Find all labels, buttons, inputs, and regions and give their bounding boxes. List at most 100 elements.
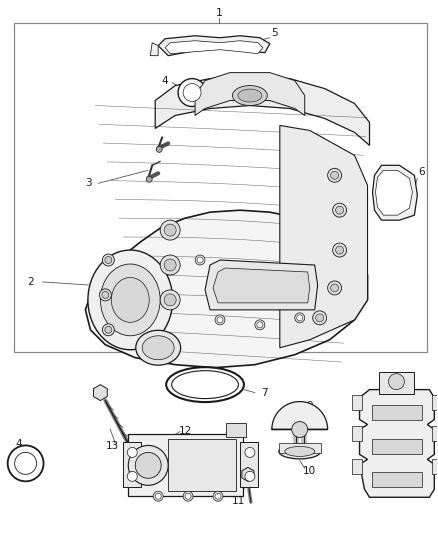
Text: 12: 12 (178, 426, 192, 437)
Ellipse shape (111, 278, 149, 322)
Circle shape (313, 311, 327, 325)
Circle shape (213, 491, 223, 501)
Polygon shape (165, 41, 263, 54)
Polygon shape (432, 426, 438, 441)
Circle shape (128, 446, 168, 486)
Circle shape (127, 471, 137, 481)
Circle shape (331, 284, 339, 292)
Polygon shape (158, 36, 270, 55)
Ellipse shape (172, 370, 238, 399)
Polygon shape (371, 439, 422, 455)
Circle shape (164, 259, 176, 271)
Bar (14, 23, 427, 352)
Text: 4: 4 (15, 439, 22, 449)
Polygon shape (195, 72, 305, 116)
Circle shape (336, 246, 343, 254)
Polygon shape (432, 459, 438, 474)
Text: 11: 11 (231, 496, 244, 506)
Circle shape (185, 493, 191, 499)
Bar (379, 372, 414, 393)
Circle shape (135, 453, 161, 478)
Polygon shape (371, 405, 422, 419)
Circle shape (255, 320, 265, 330)
Circle shape (160, 290, 180, 310)
Bar (226, 423, 246, 438)
Ellipse shape (136, 330, 180, 365)
Circle shape (146, 176, 152, 182)
Text: 5: 5 (272, 28, 278, 38)
Circle shape (127, 447, 137, 457)
Circle shape (332, 203, 346, 217)
Polygon shape (85, 210, 367, 368)
Text: 2: 2 (27, 277, 34, 287)
Text: 7: 7 (261, 387, 268, 398)
Polygon shape (93, 385, 107, 401)
Circle shape (197, 257, 203, 263)
Circle shape (183, 491, 193, 501)
Circle shape (332, 243, 346, 257)
Polygon shape (150, 43, 158, 55)
Polygon shape (242, 467, 254, 481)
Circle shape (178, 78, 206, 107)
Circle shape (164, 294, 176, 306)
Circle shape (328, 281, 342, 295)
Ellipse shape (142, 336, 174, 360)
Circle shape (160, 255, 180, 275)
Polygon shape (375, 171, 413, 215)
Circle shape (183, 84, 201, 101)
Text: 4: 4 (162, 76, 169, 86)
Polygon shape (352, 426, 361, 441)
Circle shape (245, 471, 255, 481)
Circle shape (316, 314, 324, 322)
Circle shape (292, 422, 308, 438)
Circle shape (155, 493, 161, 499)
Circle shape (217, 317, 223, 323)
Circle shape (102, 292, 109, 298)
Circle shape (297, 315, 303, 321)
Circle shape (195, 255, 205, 265)
Circle shape (215, 315, 225, 325)
Text: 9: 9 (307, 401, 313, 410)
Circle shape (105, 256, 112, 263)
Polygon shape (352, 394, 361, 409)
Circle shape (153, 491, 163, 501)
Circle shape (215, 493, 221, 499)
Ellipse shape (279, 444, 321, 459)
Circle shape (257, 322, 263, 328)
Ellipse shape (233, 86, 267, 106)
Circle shape (336, 206, 343, 214)
Text: 3: 3 (85, 178, 92, 188)
Ellipse shape (166, 367, 244, 402)
Circle shape (102, 324, 114, 336)
Circle shape (164, 224, 176, 236)
Polygon shape (280, 125, 367, 348)
Circle shape (102, 254, 114, 266)
Circle shape (99, 289, 111, 301)
Circle shape (156, 147, 162, 152)
Bar (240, 442, 258, 487)
Circle shape (295, 313, 305, 323)
Polygon shape (371, 472, 422, 487)
Bar (279, 443, 321, 454)
Polygon shape (272, 401, 328, 430)
Circle shape (105, 326, 112, 333)
Text: 8: 8 (416, 393, 423, 402)
Circle shape (328, 168, 342, 182)
Text: 6: 6 (418, 167, 425, 177)
Ellipse shape (238, 89, 262, 102)
Text: 13: 13 (106, 441, 119, 451)
Polygon shape (432, 394, 438, 409)
Circle shape (389, 374, 404, 390)
Bar (168, 439, 236, 491)
Text: 1: 1 (215, 8, 223, 18)
Circle shape (160, 220, 180, 240)
Text: 10: 10 (303, 466, 316, 477)
Polygon shape (372, 165, 417, 220)
Polygon shape (360, 390, 434, 497)
Circle shape (14, 453, 37, 474)
Circle shape (331, 171, 339, 179)
Circle shape (245, 447, 255, 457)
Ellipse shape (285, 447, 314, 456)
Ellipse shape (88, 250, 173, 350)
Bar (124, 442, 141, 487)
